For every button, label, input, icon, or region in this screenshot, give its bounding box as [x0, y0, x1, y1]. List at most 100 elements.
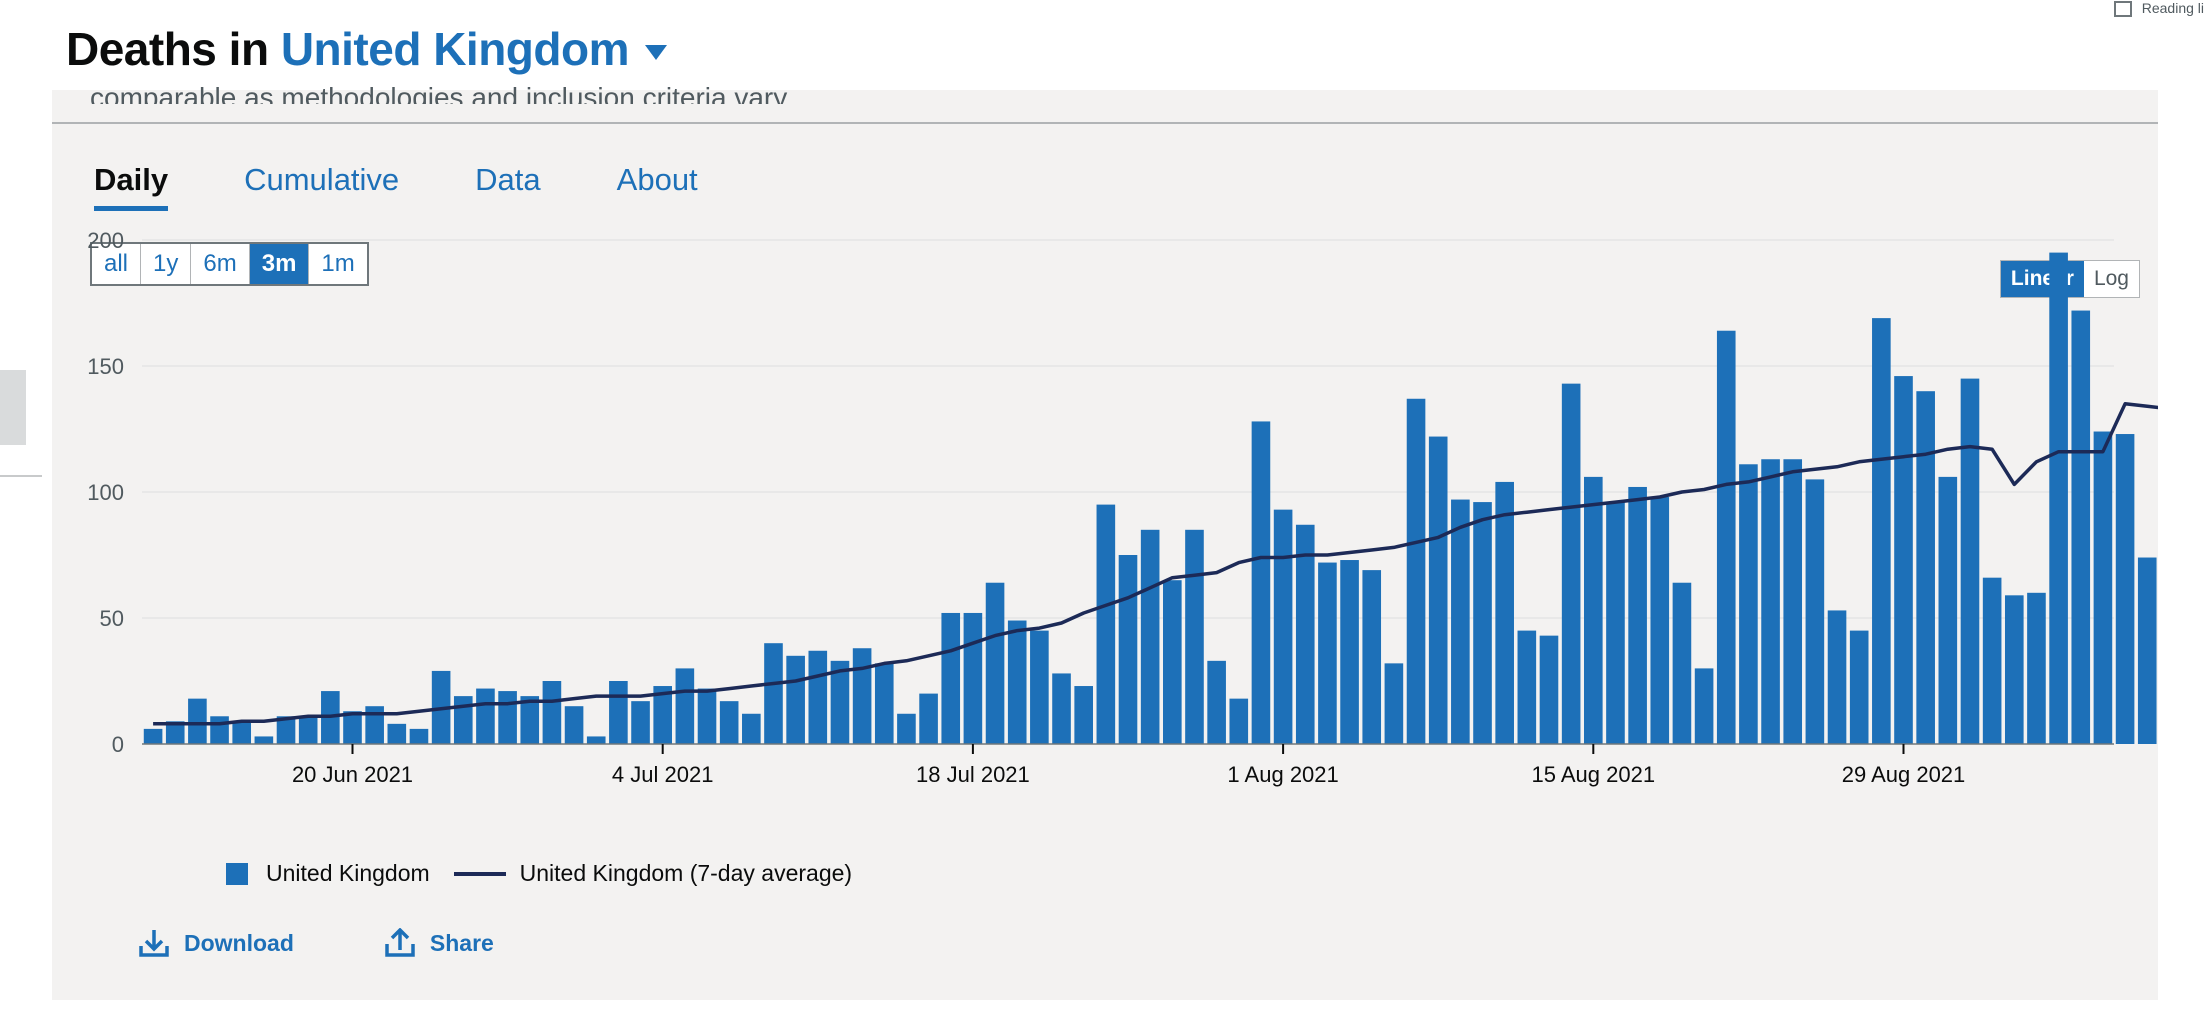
bar [298, 716, 318, 744]
reading-list-label: Reading li [2141, 0, 2204, 16]
share-icon [385, 928, 415, 957]
bar [1938, 476, 1958, 744]
bar [1739, 464, 1758, 744]
bar [1340, 560, 1359, 744]
bar [1229, 698, 1249, 744]
bar [254, 736, 274, 744]
bar [1140, 529, 1160, 744]
bar [1074, 686, 1093, 744]
bar [210, 716, 229, 744]
title-prefix: Deaths in [66, 23, 269, 75]
bar [453, 696, 473, 744]
bar [1517, 630, 1537, 744]
bar [1362, 570, 1382, 744]
bar [1650, 497, 1670, 744]
chart-tabs: Daily Cumulative Data About [94, 162, 698, 211]
bar [1672, 582, 1692, 744]
caret-down-icon[interactable] [645, 45, 668, 61]
scale-log-button[interactable]: Log [2093, 267, 2129, 290]
bar [808, 650, 828, 744]
x-tick-label: 15 Aug 2021 [1532, 762, 1656, 787]
x-tick-label: 4 Jul 2021 [612, 762, 714, 787]
tab-data[interactable]: Data [475, 162, 541, 197]
bar [1384, 663, 1404, 744]
side-panel-edge [0, 370, 26, 445]
bar [1872, 318, 1891, 744]
bar [1030, 630, 1049, 744]
chart-legend: United Kingdom United Kingdom (7-day ave… [226, 860, 852, 887]
bar [1561, 383, 1581, 744]
bar [1960, 378, 1980, 744]
bar [564, 706, 584, 744]
bar [387, 723, 407, 744]
deaths-chart: 0 50 100 150 200 20 Jun 2021 4 Jul 2021 18 Jul … [87, 228, 2158, 787]
bar [2049, 252, 2068, 744]
side-divider [0, 475, 42, 477]
bar [1207, 660, 1226, 744]
x-tick-label: 1 Aug 2021 [1227, 762, 1338, 787]
bar [1451, 499, 1470, 744]
legend-line-label: United Kingdom (7-day average) [519, 860, 853, 886]
bar [1318, 562, 1337, 744]
bar [1982, 577, 2002, 744]
bar [1805, 479, 1825, 744]
page-title: Deaths in United Kingdom [66, 22, 668, 76]
tab-cumulative[interactable]: Cumulative [244, 162, 400, 197]
legend-line-swatch [453, 871, 506, 876]
bar [365, 706, 384, 744]
x-tick-label: 20 Jun 2021 [292, 762, 413, 787]
bar [409, 728, 429, 744]
bar [1916, 391, 1935, 744]
bar [1628, 486, 1647, 744]
bar [1761, 459, 1780, 744]
bar [1007, 620, 1027, 744]
area-selector[interactable]: United Kingdom [280, 23, 630, 75]
bar [764, 643, 783, 744]
bar [2137, 557, 2157, 744]
x-tick-label: 29 Aug 2021 [1842, 762, 1966, 787]
period-1m-button[interactable]: 1m [321, 250, 355, 277]
bar [919, 693, 938, 744]
bar [631, 701, 650, 744]
reading-list-icon [2113, 1, 2132, 18]
tab-about[interactable]: About [616, 162, 698, 197]
bar [188, 698, 207, 744]
bar [498, 691, 517, 744]
share-button[interactable]: Share [384, 928, 494, 958]
period-all-button[interactable]: all [92, 244, 142, 284]
reading-list-button[interactable]: Reading li [2113, 0, 2204, 18]
period-1y-button[interactable]: 1y [141, 244, 192, 284]
bar [1827, 610, 1847, 744]
period-6m-button[interactable]: 6m [191, 244, 250, 284]
bar [830, 660, 850, 744]
download-button[interactable]: Download [138, 928, 294, 958]
bar [874, 663, 894, 744]
bar [1185, 529, 1204, 744]
download-label: Download [184, 929, 294, 956]
period-3m-button[interactable]: 3m [249, 244, 310, 284]
bar [1716, 330, 1736, 744]
bar [520, 696, 540, 744]
tab-daily[interactable]: Daily [94, 162, 169, 211]
legend-bar-swatch [226, 862, 248, 885]
bar [1406, 398, 1426, 744]
bar [343, 711, 362, 744]
bar [165, 721, 185, 744]
y-tick-label: 0 [112, 732, 124, 757]
average-line [153, 402, 2158, 726]
bar [1849, 630, 1869, 744]
bar [897, 713, 916, 744]
bar [2004, 595, 2024, 744]
bar [2027, 592, 2046, 744]
period-selector: all 1y 6m 3m 1m [90, 242, 369, 286]
bar [1163, 580, 1182, 744]
bar [852, 648, 872, 744]
bar [476, 688, 495, 744]
bar [1096, 504, 1116, 744]
bar [1894, 376, 1913, 744]
bar [542, 681, 562, 744]
bar [1694, 668, 1714, 744]
bar [963, 612, 983, 744]
notice-text: comparable as methodologies and inclusio… [90, 84, 793, 104]
bar [1428, 436, 1448, 744]
